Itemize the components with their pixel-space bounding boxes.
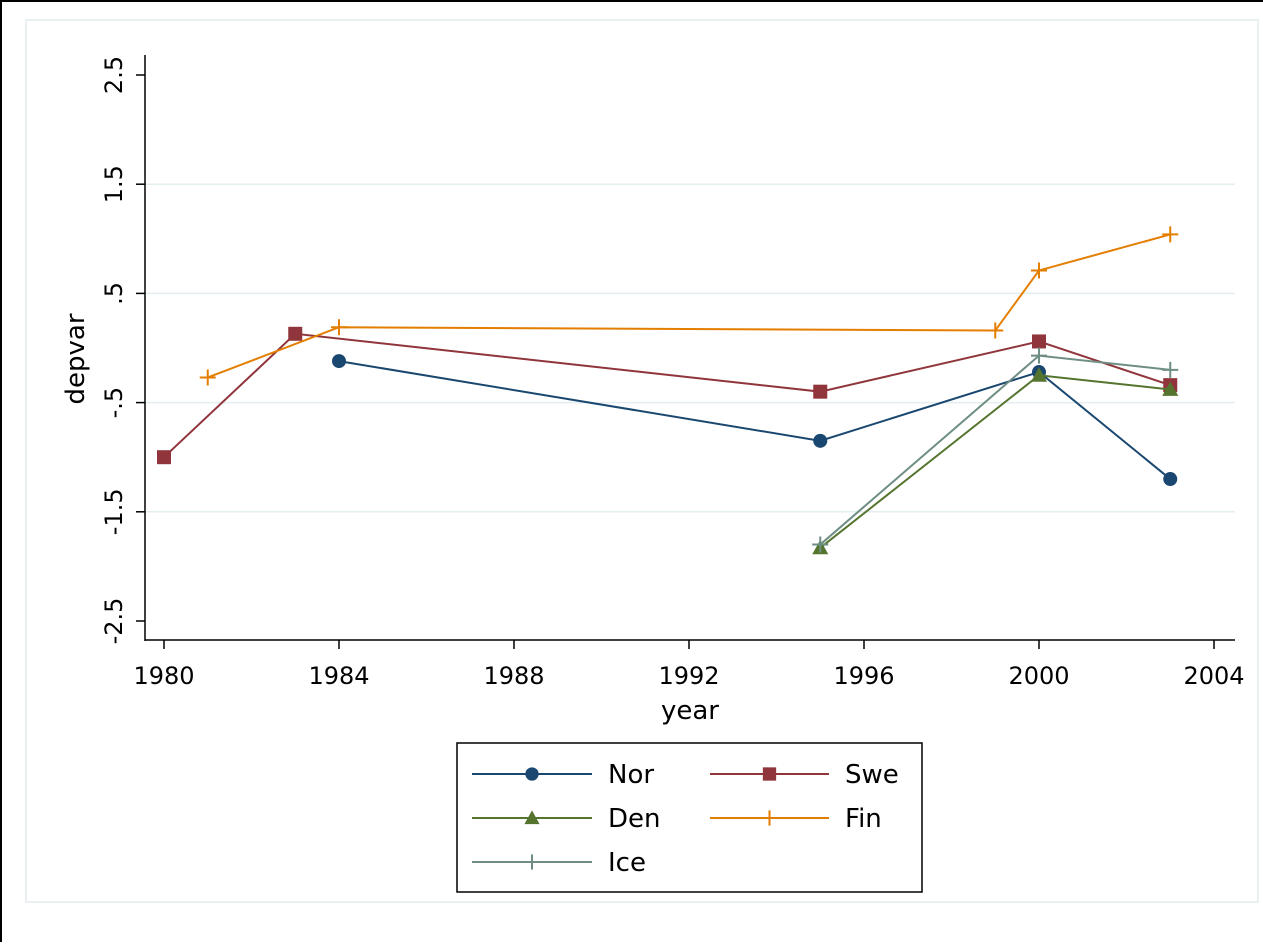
data-point-nor	[1163, 472, 1178, 487]
legend-item-den: Den	[472, 804, 661, 834]
x-tick-label: 1980	[133, 662, 194, 690]
axes: -2.5 -1.5 -.5 .5 1.5 2.5 1980 1984 1988 1992 1996 2…	[100, 55, 1245, 690]
data-point-swe	[1032, 334, 1046, 349]
legend-label: Nor	[608, 760, 654, 790]
data-point-fin	[331, 319, 347, 336]
x-tick-label: 1988	[483, 662, 544, 690]
data-point-fin	[1031, 262, 1047, 279]
legend-item-fin: Fin	[710, 804, 882, 834]
data-point-swe	[813, 384, 828, 399]
y-axis-label: depvar	[61, 313, 91, 404]
data-point-ice	[812, 536, 829, 553]
legend-marker	[762, 767, 777, 781]
legend-marker	[524, 810, 540, 825]
legend-label: Swe	[845, 760, 899, 790]
y-tick-label: -1.5	[100, 488, 128, 535]
series-layer	[157, 226, 1179, 555]
legend-marker	[525, 767, 539, 781]
data-point-fin	[199, 369, 216, 386]
data-point-swe	[288, 326, 303, 341]
legend-item-ice: Ice	[472, 848, 646, 878]
y-tick-label: -.5	[100, 387, 128, 419]
series-ice	[812, 347, 1179, 553]
series-swe	[157, 326, 1178, 465]
data-point-den	[1031, 367, 1047, 382]
legend-item-nor: Nor	[472, 760, 654, 790]
series-fin	[199, 226, 1179, 386]
data-point-den	[1162, 381, 1179, 396]
legend: Nor Swe Den Fin Ice	[456, 742, 923, 893]
legend-label: Fin	[845, 804, 882, 834]
x-tick-label: 2004	[1183, 662, 1244, 690]
x-axis-label: year	[661, 696, 719, 726]
x-tick-label: 1984	[308, 662, 369, 690]
series-line-nor	[338, 360, 1171, 480]
y-tick-label: 1.5	[100, 165, 128, 203]
x-tick-label: 2000	[1008, 662, 1069, 690]
grid	[145, 183, 1235, 513]
legend-label: Den	[608, 804, 661, 834]
data-point-ice	[1031, 347, 1047, 364]
data-point-fin	[1162, 226, 1179, 243]
data-point-ice	[1162, 361, 1179, 378]
y-tick-label: .5	[100, 282, 128, 305]
legend-item-swe: Swe	[710, 760, 899, 790]
data-point-swe	[157, 450, 171, 465]
legend-marker	[761, 810, 778, 826]
y-tick-label: 2.5	[100, 56, 128, 94]
data-point-nor	[332, 354, 346, 369]
x-tick-label: 1996	[833, 662, 894, 690]
legend-marker	[524, 854, 540, 870]
y-tick-label: -2.5	[100, 598, 128, 645]
data-point-fin	[987, 322, 1004, 339]
data-point-nor	[813, 433, 828, 448]
x-tick-label: 1992	[658, 662, 719, 690]
legend-label: Ice	[608, 848, 646, 878]
